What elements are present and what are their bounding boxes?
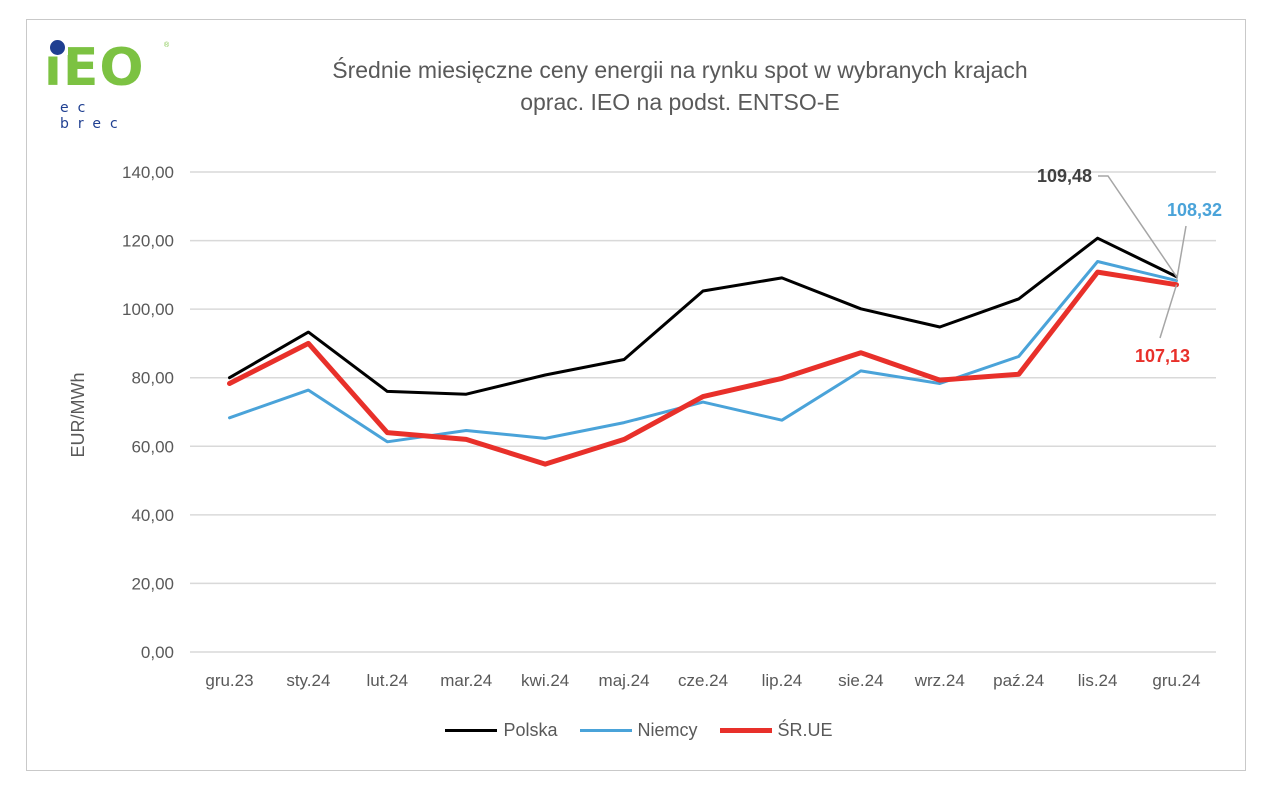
y-tick-label: 120,00	[122, 232, 174, 251]
x-tick-label: sty.24	[286, 671, 330, 690]
annotation-label: 108,32	[1167, 200, 1222, 220]
legend-swatch	[719, 728, 772, 733]
logo-dot-icon	[50, 40, 65, 55]
x-tick-label: gru.23	[205, 671, 253, 690]
chart-title: Średnie miesięczne ceny energii na rynku…	[200, 54, 1160, 118]
legend-item: Polska	[445, 720, 558, 741]
logo-registered-mark: ®	[164, 42, 170, 49]
y-tick-label: 20,00	[131, 574, 174, 593]
chart-title-line2: oprac. IEO na podst. ENTSO-E	[520, 89, 840, 115]
x-tick-label: mar.24	[440, 671, 492, 690]
chart-title-line1: Średnie miesięczne ceny energii na rynku…	[332, 57, 1028, 83]
annotation-leader-line	[1159, 284, 1178, 339]
series-line-polska	[228, 236, 1178, 396]
x-tick-label: sie.24	[838, 671, 883, 690]
series-lines	[227, 236, 1179, 467]
y-axis-ticks: 0,00 20,00 40,00 60,00 80,00 100,00 120,00 140,…	[122, 163, 174, 662]
legend-swatch	[445, 729, 498, 732]
x-tick-label: lut.24	[367, 671, 409, 690]
legend-label: ŚR.UE	[777, 720, 833, 740]
chart-frame	[26, 19, 1246, 771]
legend-swatch	[579, 729, 632, 732]
legend-label: Polska	[503, 720, 558, 740]
x-tick-label: kwi.24	[521, 671, 569, 690]
data-annotations: 109,48 108,32 107,13	[1037, 166, 1222, 366]
annotation-leader-line	[1098, 175, 1178, 278]
annotation-label: 109,48	[1037, 166, 1092, 186]
gridlines	[190, 171, 1216, 653]
chart-legend: Polska Niemcy ŚR.UE	[0, 720, 1278, 741]
x-axis-ticks: gru.23 sty.24 lut.24 mar.24 kwi.24 maj.24 cze.…	[205, 671, 1200, 690]
y-tick-label: 60,00	[131, 437, 174, 456]
x-tick-label: gru.24	[1152, 671, 1200, 690]
annotation-label: 107,13	[1135, 346, 1190, 366]
y-tick-label: 40,00	[131, 506, 174, 525]
x-tick-label: lis.24	[1078, 671, 1118, 690]
y-tick-label: 0,00	[141, 643, 174, 662]
x-tick-label: maj.24	[599, 671, 650, 690]
y-tick-label: 80,00	[131, 369, 174, 388]
legend-item: Niemcy	[579, 720, 698, 741]
annotation-leader-line	[1175, 225, 1187, 281]
series-line-niemcy	[228, 260, 1178, 444]
x-tick-label: paź.24	[993, 671, 1044, 690]
series-line-rue	[227, 269, 1179, 467]
y-axis-label: EUR/MWh	[68, 373, 88, 458]
x-tick-label: wrz.24	[914, 671, 965, 690]
logo-subtitle: ec brec	[60, 100, 127, 132]
y-tick-label: 140,00	[122, 163, 174, 182]
x-tick-label: cze.24	[678, 671, 728, 690]
y-tick-label: 100,00	[122, 300, 174, 319]
legend-item: ŚR.UE	[719, 720, 833, 741]
ieo-logo: iEO ® ec brec	[44, 38, 174, 132]
x-tick-label: lip.24	[762, 671, 803, 690]
legend-label: Niemcy	[637, 720, 698, 740]
